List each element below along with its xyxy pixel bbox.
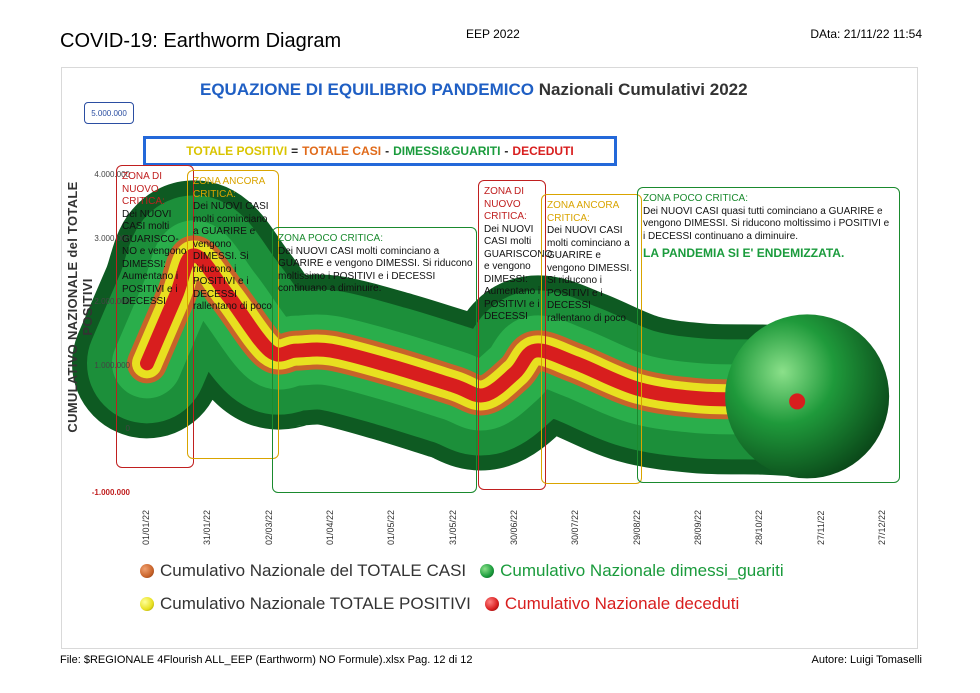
y-tick-label: 0 [125,424,130,433]
worm-red-core [140,248,805,409]
zone-box [541,194,642,484]
legend-label-dimessi-guariti: Cumulativo Nazionale dimessi_guariti [500,561,784,580]
x-tick-label: 02/03/22 [263,509,274,545]
zone-box [272,227,477,493]
x-tick-label: 29/08/22 [631,509,642,545]
page-date: DAta: 21/11/22 11:54 [810,27,922,41]
footer-file: File: $REGIONALE 4Flourish ALL_EEP (Eart… [60,654,473,666]
zone-title: ZONA POCO CRITICA: [643,193,749,204]
worm-end-point [789,393,806,410]
legend-label-totale-casi: Cumulativo Nazionale del TOTALE CASI [160,561,467,580]
zone-box [637,187,900,483]
zone-title: ZONA POCO CRITICA: [278,233,384,244]
y-tick-label: 3.000.000 [94,233,130,243]
x-tick-label: 01/05/22 [386,509,397,545]
x-tick-label: 01/01/22 [141,509,151,545]
x-tick-label: 27/12/22 [877,509,887,545]
zone-box [187,170,279,459]
zone-box [478,180,546,490]
x-tick-label: 30/07/22 [570,509,581,545]
zone-body: Dei NUOVI CASI molti cominciano a GUARIR… [193,201,272,312]
legend-row-1: Cumulativo Nazionale del TOTALE CASI Cum… [140,561,784,581]
zone-body: Dei NUOVI CASI molti GUARISCO-NO e vengo… [122,208,187,308]
y-max-label: 5.000.000 [84,102,134,124]
y-tick-label: 4.000.000 [94,170,130,179]
y-tick-label: -1.000.000 [91,487,130,497]
page-title: COVID-19: Earthworm Diagram [60,30,342,52]
zone-title: ZONA ANCORA CRITICA: [193,176,265,200]
legend-marker-totale-casi [140,564,154,578]
y-axis-label: CUMULATIVO NAZIONALE del TOTALE POSITIVI [65,181,95,433]
zone-text: ZONA POCO CRITICA: Dei NUOVI CASI molti c… [278,233,473,296]
worm-end-sphere [725,314,890,479]
footer-author: Autore: Luigi Tomaselli [811,654,922,666]
zone-title: ZONA ANCORA CRITICA: [547,200,619,224]
x-tick-label: 31/05/22 [447,509,458,545]
zone-highlight: LA PANDEMIA SI E' ENDEMIZZATA. [643,246,845,260]
zone-body: Dei NUOVI CASI quasi tutti cominciano a … [643,205,890,242]
zone-text: ZONA POCO CRITICA: Dei NUOVI CASI quasi t… [643,193,891,260]
equation-box: TOTALE POSITIVI = TOTALE CASI - DIMESSI&… [143,136,617,166]
zone-body: Dei NUOVI CASI molti GUARISCONO e vengon… [484,223,553,323]
zone-text: ZONA DI NUOVO CRITICA: Dei NUOVI CASI mol… [122,171,190,309]
y-tick-label: 1.000.000 [94,360,130,370]
eq-minus-1: - [385,144,390,158]
zone-body: Dei NUOVI CASI molti cominciano a GUARIR… [547,225,633,324]
page-subtitle: EEP 2022 [466,27,520,41]
eq-total-positivi: TOTALE POSITIVI [186,144,288,158]
eq-dimessi-guariti: DIMESSI&GUARITI [393,144,501,158]
zone-body: Dei NUOVI CASI molti cominciano a GUARIR… [278,245,473,295]
x-tick-label: 27/11/22 [815,510,826,545]
x-tick-label: 28/10/22 [754,509,765,545]
x-tick-label: 01/04/22 [325,509,335,545]
y-tick-label: 2.000.000 [94,297,130,306]
chart-title-main: EQUAZIONE DI EQUILIBRIO PANDEMICO [200,80,535,99]
chart-title-sub: Nazionali Cumulativi 2022 [538,80,748,99]
x-tick-label: 31/01/22 [202,509,213,545]
legend-marker-totale-positivi [140,597,154,611]
zone-text: ZONA DI NUOVO CRITICA: Dei NUOVI CASI mol… [484,186,552,324]
x-tick-label: 28/09/22 [693,509,703,545]
zone-text: ZONA ANCORA CRITICA: Dei NUOVI CASI molti… [193,176,273,314]
legend-label-deceduti: Cumulativo Nazionale deceduti [504,594,740,613]
eq-equals: = [291,144,299,158]
zone-title: ZONA DI NUOVO CRITICA: [484,186,527,222]
legend-marker-deceduti [484,597,499,611]
zone-text: ZONA ANCORA CRITICA: Dei NUOVI CASI molti… [547,200,635,325]
legend-row-2: Cumulativo Nazionale TOTALE POSITIVI Cum… [140,594,739,614]
eq-totale-casi: TOTALE CASI [302,144,382,158]
eq-minus-2: - [504,144,509,158]
x-tick-label: 30/06/22 [509,509,519,545]
zone-title: ZONA DI NUOVO CRITICA: [122,171,165,207]
eq-deceduti: DECEDUTI [512,144,574,158]
zone-box [116,165,194,468]
legend-label-totale-positivi: Cumulativo Nazionale TOTALE POSITIVI [160,594,471,613]
legend-marker-dimessi-guariti [480,564,495,578]
chart-title: EQUAZIONE DI EQUILIBRIO PANDEMICO Nazion… [200,80,748,100]
